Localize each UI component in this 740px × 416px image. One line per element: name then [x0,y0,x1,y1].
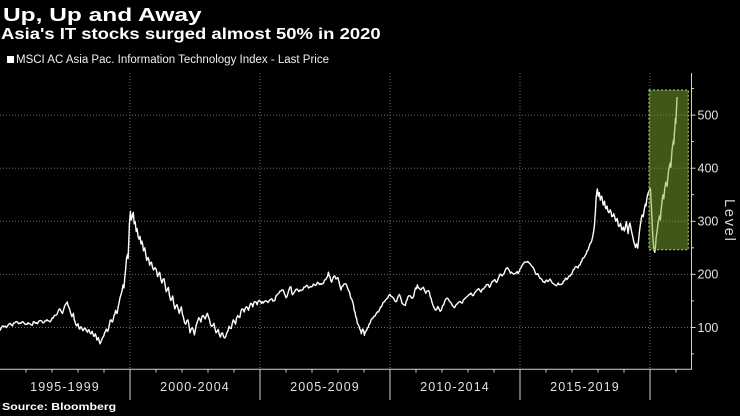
svg-text:500: 500 [698,108,719,122]
svg-text:1995-1999: 1995-1999 [30,380,100,394]
svg-text:300: 300 [698,215,719,229]
svg-text:100: 100 [698,321,719,335]
svg-text:2000-2004: 2000-2004 [160,380,230,394]
svg-text:400: 400 [698,162,719,176]
svg-text:2015-2019: 2015-2019 [550,380,620,394]
svg-text:2010-2014: 2010-2014 [420,380,490,394]
svg-text:200: 200 [698,268,719,282]
svg-text:2005-2009: 2005-2009 [290,380,360,394]
